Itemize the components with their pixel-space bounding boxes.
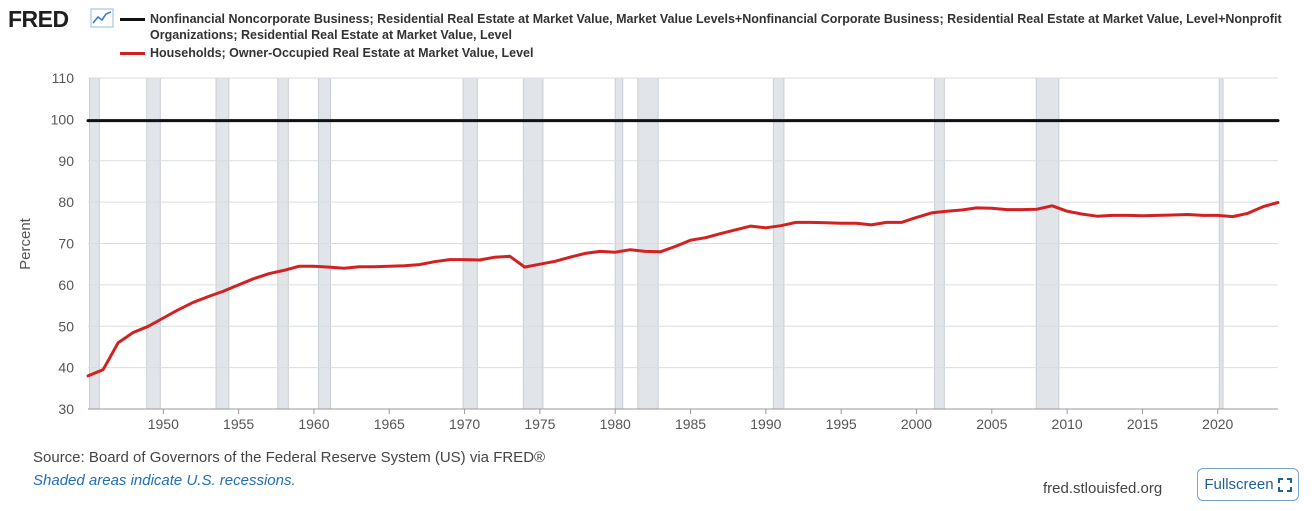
x-tick-label: 1950 [148, 416, 179, 432]
line-chart: 30 40 50 60 70 80 90 100 110 1950 1955 1960 1965 197… [17, 70, 1280, 432]
x-tick-label: 1980 [600, 416, 631, 432]
x-tick-label: 2000 [901, 416, 932, 432]
x-tick-label: 2015 [1127, 416, 1158, 432]
series-line-households[interactable] [86, 201, 1280, 378]
x-tick-label: 1970 [449, 416, 480, 432]
x-tick-label: 1965 [374, 416, 405, 432]
source-note: Source: Board of Governors of the Federa… [33, 449, 546, 466]
x-tick-label: 1955 [223, 416, 254, 432]
recession-note: Shaded areas indicate U.S. recessions. [33, 472, 296, 489]
x-tick-label: 1985 [675, 416, 706, 432]
fullscreen-label: Fullscreen [1204, 476, 1274, 493]
fred-logo[interactable]: FRED [8, 6, 69, 32]
y-tick-label: 50 [58, 318, 74, 334]
series-lines [86, 119, 1280, 378]
x-tick-label: 1995 [826, 416, 857, 432]
x-tick-label: 1960 [298, 416, 329, 432]
legend-swatch-red [120, 52, 145, 55]
x-tick-label: 1975 [524, 416, 555, 432]
y-tick-label: 40 [58, 360, 74, 376]
y-tick-label: 110 [52, 70, 75, 86]
x-tick-label: 2020 [1202, 416, 1233, 432]
y-tick-label: 70 [58, 236, 74, 252]
x-tick-label: 1990 [750, 416, 781, 432]
x-axis-ticks: 1950 1955 1960 1965 1970 1975 1980 1985 1990 1995… [88, 408, 1278, 432]
legend-swatch-black [120, 18, 145, 21]
y-tick-label: 30 [58, 401, 74, 417]
fullscreen-icon [1277, 477, 1292, 492]
y-tick-label: 80 [58, 194, 74, 210]
y-axis-ticks: 30 40 50 60 70 80 90 100 110 [51, 70, 75, 417]
x-tick-label: 2010 [1052, 416, 1083, 432]
y-tick-label: 90 [58, 153, 74, 169]
y-tick-label: 60 [58, 277, 74, 293]
y-axis-label: Percent [17, 217, 34, 270]
x-tick-label: 2005 [976, 416, 1007, 432]
fullscreen-button[interactable]: Fullscreen [1197, 468, 1299, 501]
chart-trend-icon [90, 8, 114, 28]
legend-label: Households; Owner-Occupied Real Estate a… [150, 46, 534, 60]
y-tick-label: 100 [51, 111, 75, 127]
site-link[interactable]: fred.stlouisfed.org [1043, 480, 1163, 497]
legend-label: Nonfinancial Noncorporate Business; Resi… [150, 12, 1282, 42]
